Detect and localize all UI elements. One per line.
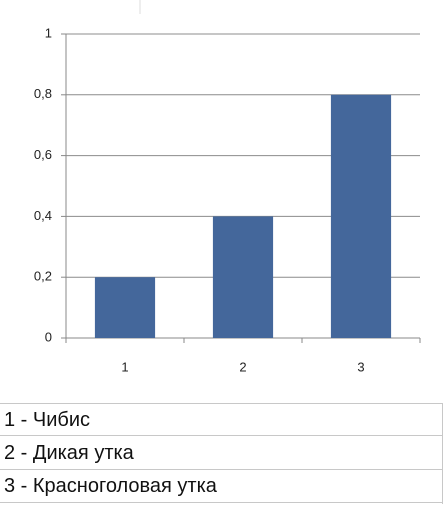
legend-row: 2 - Дикая утка [0,437,442,470]
legend-row: 1 - Чибис [0,403,442,436]
y-tick-label: 0,8 [34,86,52,101]
y-tick-label: 0,6 [34,147,52,162]
x-tick-label: 2 [239,359,246,374]
y-tick-label: 0,4 [34,208,52,223]
y-tick-label: 1 [45,25,52,40]
cell-border [442,403,443,504]
bar [212,216,274,338]
bar [94,277,156,338]
y-tick-label: 0,2 [34,269,52,284]
chart: 0 0,2 0,4 0,6 0,8 1 1 2 3 [34,0,421,374]
y-tick-label: 0 [45,329,52,344]
x-tick-label: 1 [121,359,128,374]
bar [330,94,392,338]
legend-row: 3 - Красноголовая утка [0,470,442,503]
x-tick-label: 3 [357,359,364,374]
